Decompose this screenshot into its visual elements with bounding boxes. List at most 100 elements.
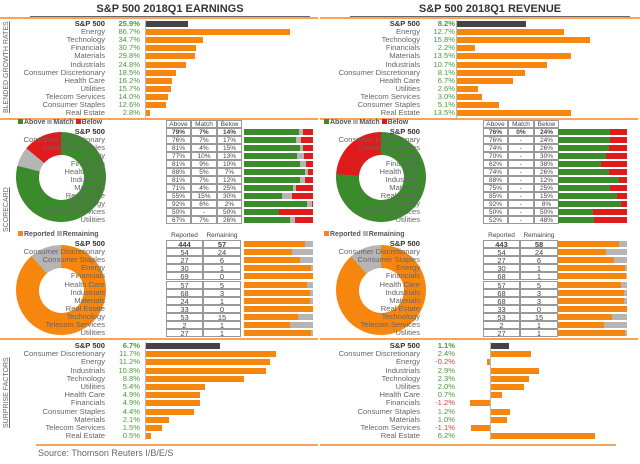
sector-label: Real Estate [65,303,105,313]
surprise-bar [145,351,277,358]
sector-label: Technology [66,199,105,208]
below-bar [304,153,313,159]
remaining-bar [300,257,313,264]
score-cell: 15% [217,144,242,152]
score-cell: 14% [217,128,242,136]
match-bar [290,217,296,223]
sector-label: Utilities [80,328,105,338]
growth-bar [145,93,169,100]
remaining-bar [604,322,627,328]
sector-label: Technology [66,311,105,321]
growth-bar [145,102,167,108]
sector-label: Consumer Discretionary [338,135,420,144]
growth-row: Financials 30.7% [0,44,320,52]
surprise-value: 6.7% [122,341,140,350]
growth-row: Health Care 16.2% [0,76,320,85]
score-cell: 50% [483,208,508,216]
scorecard-row: Health Care [320,168,640,176]
counts-row: Real Estate [0,303,320,313]
above-bar [244,201,308,207]
above-bar [244,145,300,151]
counts-row: Industrials [320,288,640,297]
surprise-row: Consumer Staples 1.2% [320,407,640,416]
above-bar [558,137,611,143]
score-cell: 92% [166,200,191,208]
above-bar [558,169,610,175]
counts-row: Telecom Services [0,321,320,329]
count-cell: 27 [166,329,203,337]
scorecard-donut [16,132,106,222]
sector-label: S&P 500 [389,127,420,136]
remaining-bar [611,313,627,320]
sector-label: Energy [80,27,105,37]
sector-label: Energy [395,263,420,273]
sector-label: Technology [66,35,105,45]
sector-label: Real Estate [380,191,420,200]
score-cell: 50% [166,208,191,216]
above-bar [244,153,298,159]
sector-label: S&P 500 [74,239,105,248]
sector-label: Financials [385,159,420,168]
score-cell: 4% [191,184,217,192]
sector-label: Telecom Services [45,320,105,329]
surprise-row: Technology 8.8% [0,374,320,383]
sector-label: Energy [395,151,420,160]
growth-row: S&P 500 8.2% [320,20,640,28]
score-header: Match [508,120,534,128]
reported-bar [244,289,311,296]
surprise-value: 4.9% [122,398,140,408]
growth-bar [456,61,547,68]
above-bar [244,169,305,175]
reported-bar [244,265,311,272]
scorecard-donut [336,132,426,222]
count-cell: 24 [166,296,203,305]
score-cell: 71% [166,184,191,192]
growth-value: 8.1% [437,67,455,77]
scorecard-row: Energy [320,152,640,160]
counts-row: Consumer Staples [0,256,320,264]
remaining-bar [310,297,313,304]
count-cell: 53 [483,312,520,321]
surprise-row: Consumer Discretionary 2.4% [320,350,640,358]
score-cell: 76% [166,136,191,144]
above-bar [558,185,610,191]
scorecard-row: Health Care [0,168,320,176]
growth-value: 30.7% [118,43,140,53]
below-bar [292,193,313,199]
growth-bar [145,110,150,117]
growth-value: 29.8% [118,51,140,61]
count-cell: 68 [166,288,203,297]
growth-row: Industrials 10.7% [320,60,640,69]
score-cell: 75% [483,184,508,192]
score-cell: 70% [483,152,508,160]
sector-label: Industrials [70,365,105,375]
earnings-panel: S&P 500 2018Q1 EARNINGS BLENDED GROWTH RA… [0,0,320,450]
reported-legend: Reported Remaining [322,231,405,239]
surprise-bar [490,433,596,440]
sector-label: Energy [80,151,105,160]
sector-label: Utilities [80,382,105,391]
count-cell: 30 [483,264,520,273]
reported-bar [244,257,301,264]
divider [0,17,318,19]
count-cell: 68 [483,272,520,281]
match-bar [296,137,302,143]
below-bar [610,137,627,143]
reported-bar [244,241,306,247]
sector-label: Consumer Staples [357,100,420,109]
legend-label-above: Above [330,119,352,126]
score-cell: 0% [508,128,534,136]
remaining-bar [305,241,313,247]
sector-label: Consumer Discretionary [23,67,105,77]
surprise-value: 0.7% [437,390,455,400]
counts-row: S&P 500 [320,240,640,248]
sector-label: Financials [70,43,105,53]
count-cell: 5 [203,280,241,289]
growth-row: Industrials 24.8% [0,60,320,69]
remaining-bar [624,330,627,337]
score-cell: 12% [534,176,559,184]
count-cell: 0 [203,304,241,313]
sector-label: Consumer Staples [357,143,420,152]
remaining-bar [307,281,313,288]
score-header: Above [166,120,191,128]
